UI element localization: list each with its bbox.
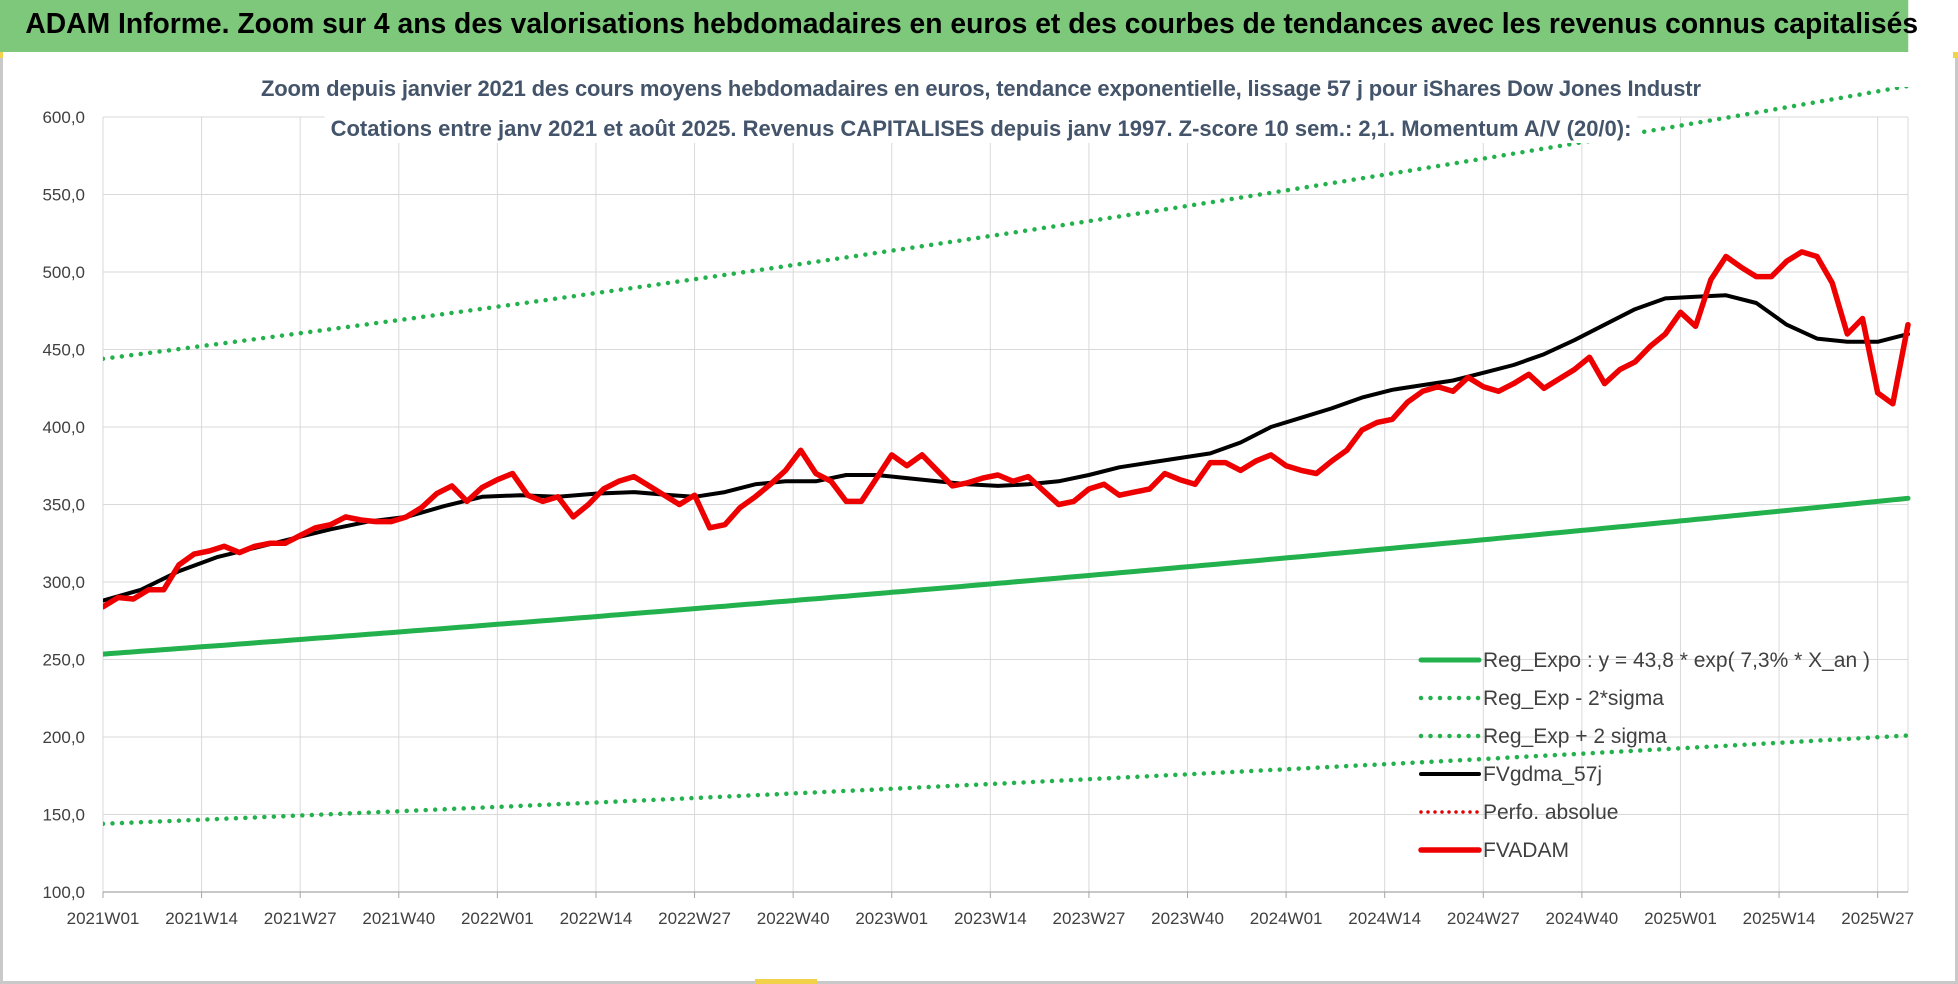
x-tick-label: 2024W01: [1250, 909, 1323, 928]
corner-marker-right: [1953, 52, 1958, 58]
x-tick-label: 2022W40: [757, 909, 830, 928]
chart-subtitle: Cotations entre janv 2021 et août 2025. …: [331, 116, 1632, 141]
y-tick-label: 550,0: [42, 186, 85, 205]
legend-label: FVADAM: [1483, 839, 1569, 862]
x-tick-label: 2023W40: [1151, 909, 1224, 928]
series-layer: [103, 87, 1911, 827]
legend: Reg_Expo : y = 43,8 * exp( 7,3% * X_an )…: [1418, 649, 1870, 862]
x-tick-label: 2022W01: [461, 909, 534, 928]
series-fvgdma-57j: [103, 293, 1910, 603]
y-tick-label: 350,0: [42, 496, 85, 515]
gridlines: [102, 116, 1909, 892]
report-banner: ADAM Informe. Zoom sur 4 ans des valoris…: [0, 0, 1918, 52]
corner-marker-left: [0, 52, 3, 58]
series-fvadam: [103, 249, 1911, 610]
x-tick-label: 2021W14: [165, 909, 238, 928]
x-tick-label: 2023W27: [1053, 909, 1126, 928]
corner-marker-bottom: [755, 979, 817, 984]
x-tick-label: 2024W14: [1348, 909, 1421, 928]
y-tick-label: 450,0: [42, 341, 85, 360]
y-tick-label: 100,0: [42, 883, 85, 902]
y-tick-label: 600,0: [42, 108, 85, 127]
x-tick-label: 2021W40: [362, 909, 435, 928]
legend-label: FVgdma_57j: [1483, 763, 1602, 786]
x-tick-label: 2024W27: [1447, 909, 1520, 928]
y-tick-label: 200,0: [42, 728, 85, 747]
axes: 100,0 150,0 200,0 250,0 300,0 350,0 400,0 450,0…: [42, 108, 1914, 928]
chart-title: Zoom depuis janvier 2021 des cours moyen…: [261, 76, 1701, 101]
x-tick-label: 2023W01: [855, 909, 928, 928]
x-tick-label: 2021W27: [264, 909, 337, 928]
x-tick-label: 2025W01: [1644, 909, 1717, 928]
y-tick-label: 300,0: [42, 573, 85, 592]
legend-label: Reg_Exp + 2 sigma: [1483, 725, 1667, 748]
x-tick-label: 2023W14: [954, 909, 1027, 928]
legend-label: Reg_Exp - 2*sigma: [1483, 687, 1664, 710]
y-tick-label: 400,0: [42, 418, 85, 437]
legend-label: Perfo. absolue: [1483, 801, 1618, 824]
title-mask: [255, 74, 1708, 103]
y-tick-label: 500,0: [42, 263, 85, 282]
x-tick-label: 2022W27: [658, 909, 731, 928]
title-mask: [324, 114, 1638, 143]
x-tick-label: 2025W27: [1841, 909, 1914, 928]
x-tick-label: 2025W14: [1743, 909, 1816, 928]
y-tick-label: 250,0: [42, 651, 85, 670]
x-tick-label: 2021W01: [67, 909, 140, 928]
x-tick-label: 2024W40: [1545, 909, 1618, 928]
series-reg-expo-y-43-8-exp-7-3-x-an: [103, 495, 1911, 657]
series-reg-exp-2-sigma: [103, 733, 1911, 827]
chart: 100,0 150,0 200,0 250,0 300,0 350,0 400,0 450,0…: [42, 74, 1914, 928]
x-tick-label: 2022W14: [560, 909, 633, 928]
legend-label: Reg_Expo : y = 43,8 * exp( 7,3% * X_an ): [1483, 649, 1870, 672]
chart-frame: 100,0 150,0 200,0 250,0 300,0 350,0 400,0 450,0…: [0, 52, 1958, 984]
y-tick-label: 150,0: [42, 806, 85, 825]
